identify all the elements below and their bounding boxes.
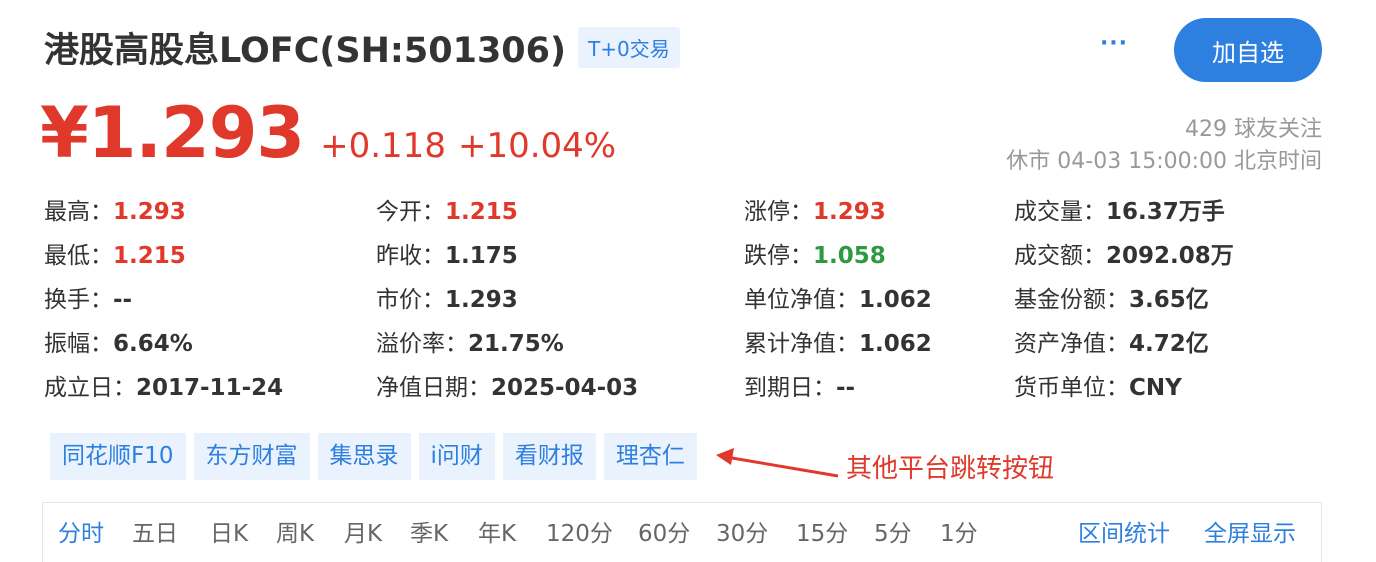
title-row: 港股高股息LOFC(SH:501306) T+0交易 (44, 22, 680, 72)
tab-weekly-k[interactable]: 周K (276, 521, 315, 547)
add-watchlist-button[interactable]: 加自选 (1174, 18, 1322, 82)
stat-limit-down: 跌停：1.058 (744, 243, 886, 269)
tab-60min[interactable]: 60分 (638, 521, 691, 547)
platform-button-iwencai[interactable]: i问财 (418, 433, 495, 480)
stat-inception: 成立日：2017-11-24 (44, 375, 284, 401)
stat-open: 今开：1.215 (376, 199, 518, 225)
stat-nav-date: 净值日期：2025-04-03 (376, 375, 639, 401)
platform-button-lixinger[interactable]: 理杏仁 (603, 433, 697, 480)
platform-button-jisilu[interactable]: 集思录 (317, 433, 411, 480)
tab-15min[interactable]: 15分 (796, 521, 849, 547)
tab-daily-k[interactable]: 日K (210, 521, 249, 547)
price-change-percent: +10.04% (457, 126, 617, 166)
stat-acc-nav: 累计净值：1.062 (744, 331, 932, 357)
stat-fund-shares: 基金份额：3.65亿 (1014, 287, 1209, 313)
stock-name: 港股高股息LOFC(SH:501306) (44, 30, 567, 71)
platform-button-ths-f10[interactable]: 同花顺F10 (50, 433, 186, 480)
stat-volume: 成交量：16.37万手 (1014, 199, 1225, 225)
stat-unit-nav: 单位净值：1.062 (744, 287, 932, 313)
annotation-label: 其他平台跳转按钮 (846, 454, 1055, 484)
stat-prev-close: 昨收：1.175 (376, 243, 518, 269)
stat-turnover-rate: 换手：-- (44, 287, 133, 313)
current-price: ¥1.293 (40, 92, 305, 174)
annotation-arrow (716, 448, 839, 478)
stat-low: 最低：1.215 (44, 243, 186, 269)
tab-intraday[interactable]: 分时 (58, 521, 104, 547)
platform-button-eastmoney[interactable]: 东方财富 (193, 433, 310, 480)
stat-amplitude: 振幅：6.64% (44, 331, 193, 357)
price-row: ¥1.293 +0.118 +10.04% (40, 92, 616, 174)
market-status-time: 休市 04-03 15:00:00 北京时间 (1006, 149, 1322, 174)
stat-market-price: 市价：1.293 (376, 287, 518, 313)
tab-five-day[interactable]: 五日 (132, 521, 178, 547)
stat-limit-up: 涨停：1.293 (744, 199, 886, 225)
stat-net-assets: 资产净值：4.72亿 (1014, 331, 1209, 357)
more-options-button[interactable]: ··· (1099, 31, 1129, 56)
tab-quarterly-k[interactable]: 季K (410, 521, 449, 547)
stat-turnover: 成交额：2092.08万 (1014, 243, 1234, 269)
range-stats-link[interactable]: 区间统计 (1078, 521, 1170, 547)
fullscreen-link[interactable]: 全屏显示 (1204, 521, 1296, 547)
tab-5min[interactable]: 5分 (874, 521, 912, 547)
stat-maturity: 到期日：-- (744, 375, 856, 401)
tab-1min[interactable]: 1分 (940, 521, 978, 547)
platform-button-kancaibao[interactable]: 看财报 (502, 433, 596, 480)
followers-count[interactable]: 429 球友关注 (1185, 117, 1322, 142)
quote-meta: 429 球友关注 休市 04-03 15:00:00 北京时间 (1006, 114, 1322, 178)
chart-tab-bar (42, 502, 1322, 562)
stat-currency: 货币单位：CNY (1014, 375, 1182, 401)
stat-high: 最高：1.293 (44, 199, 186, 225)
t0-badge: T+0交易 (578, 26, 680, 68)
platform-links: 同花顺F10 东方财富 集思录 i问财 看财报 理杏仁 (50, 433, 697, 480)
tab-monthly-k[interactable]: 月K (344, 521, 383, 547)
tab-yearly-k[interactable]: 年K (478, 521, 517, 547)
tab-120min[interactable]: 120分 (546, 521, 613, 547)
tab-30min[interactable]: 30分 (716, 521, 769, 547)
stat-premium: 溢价率：21.75% (376, 331, 564, 357)
price-change: +0.118 (320, 126, 446, 166)
